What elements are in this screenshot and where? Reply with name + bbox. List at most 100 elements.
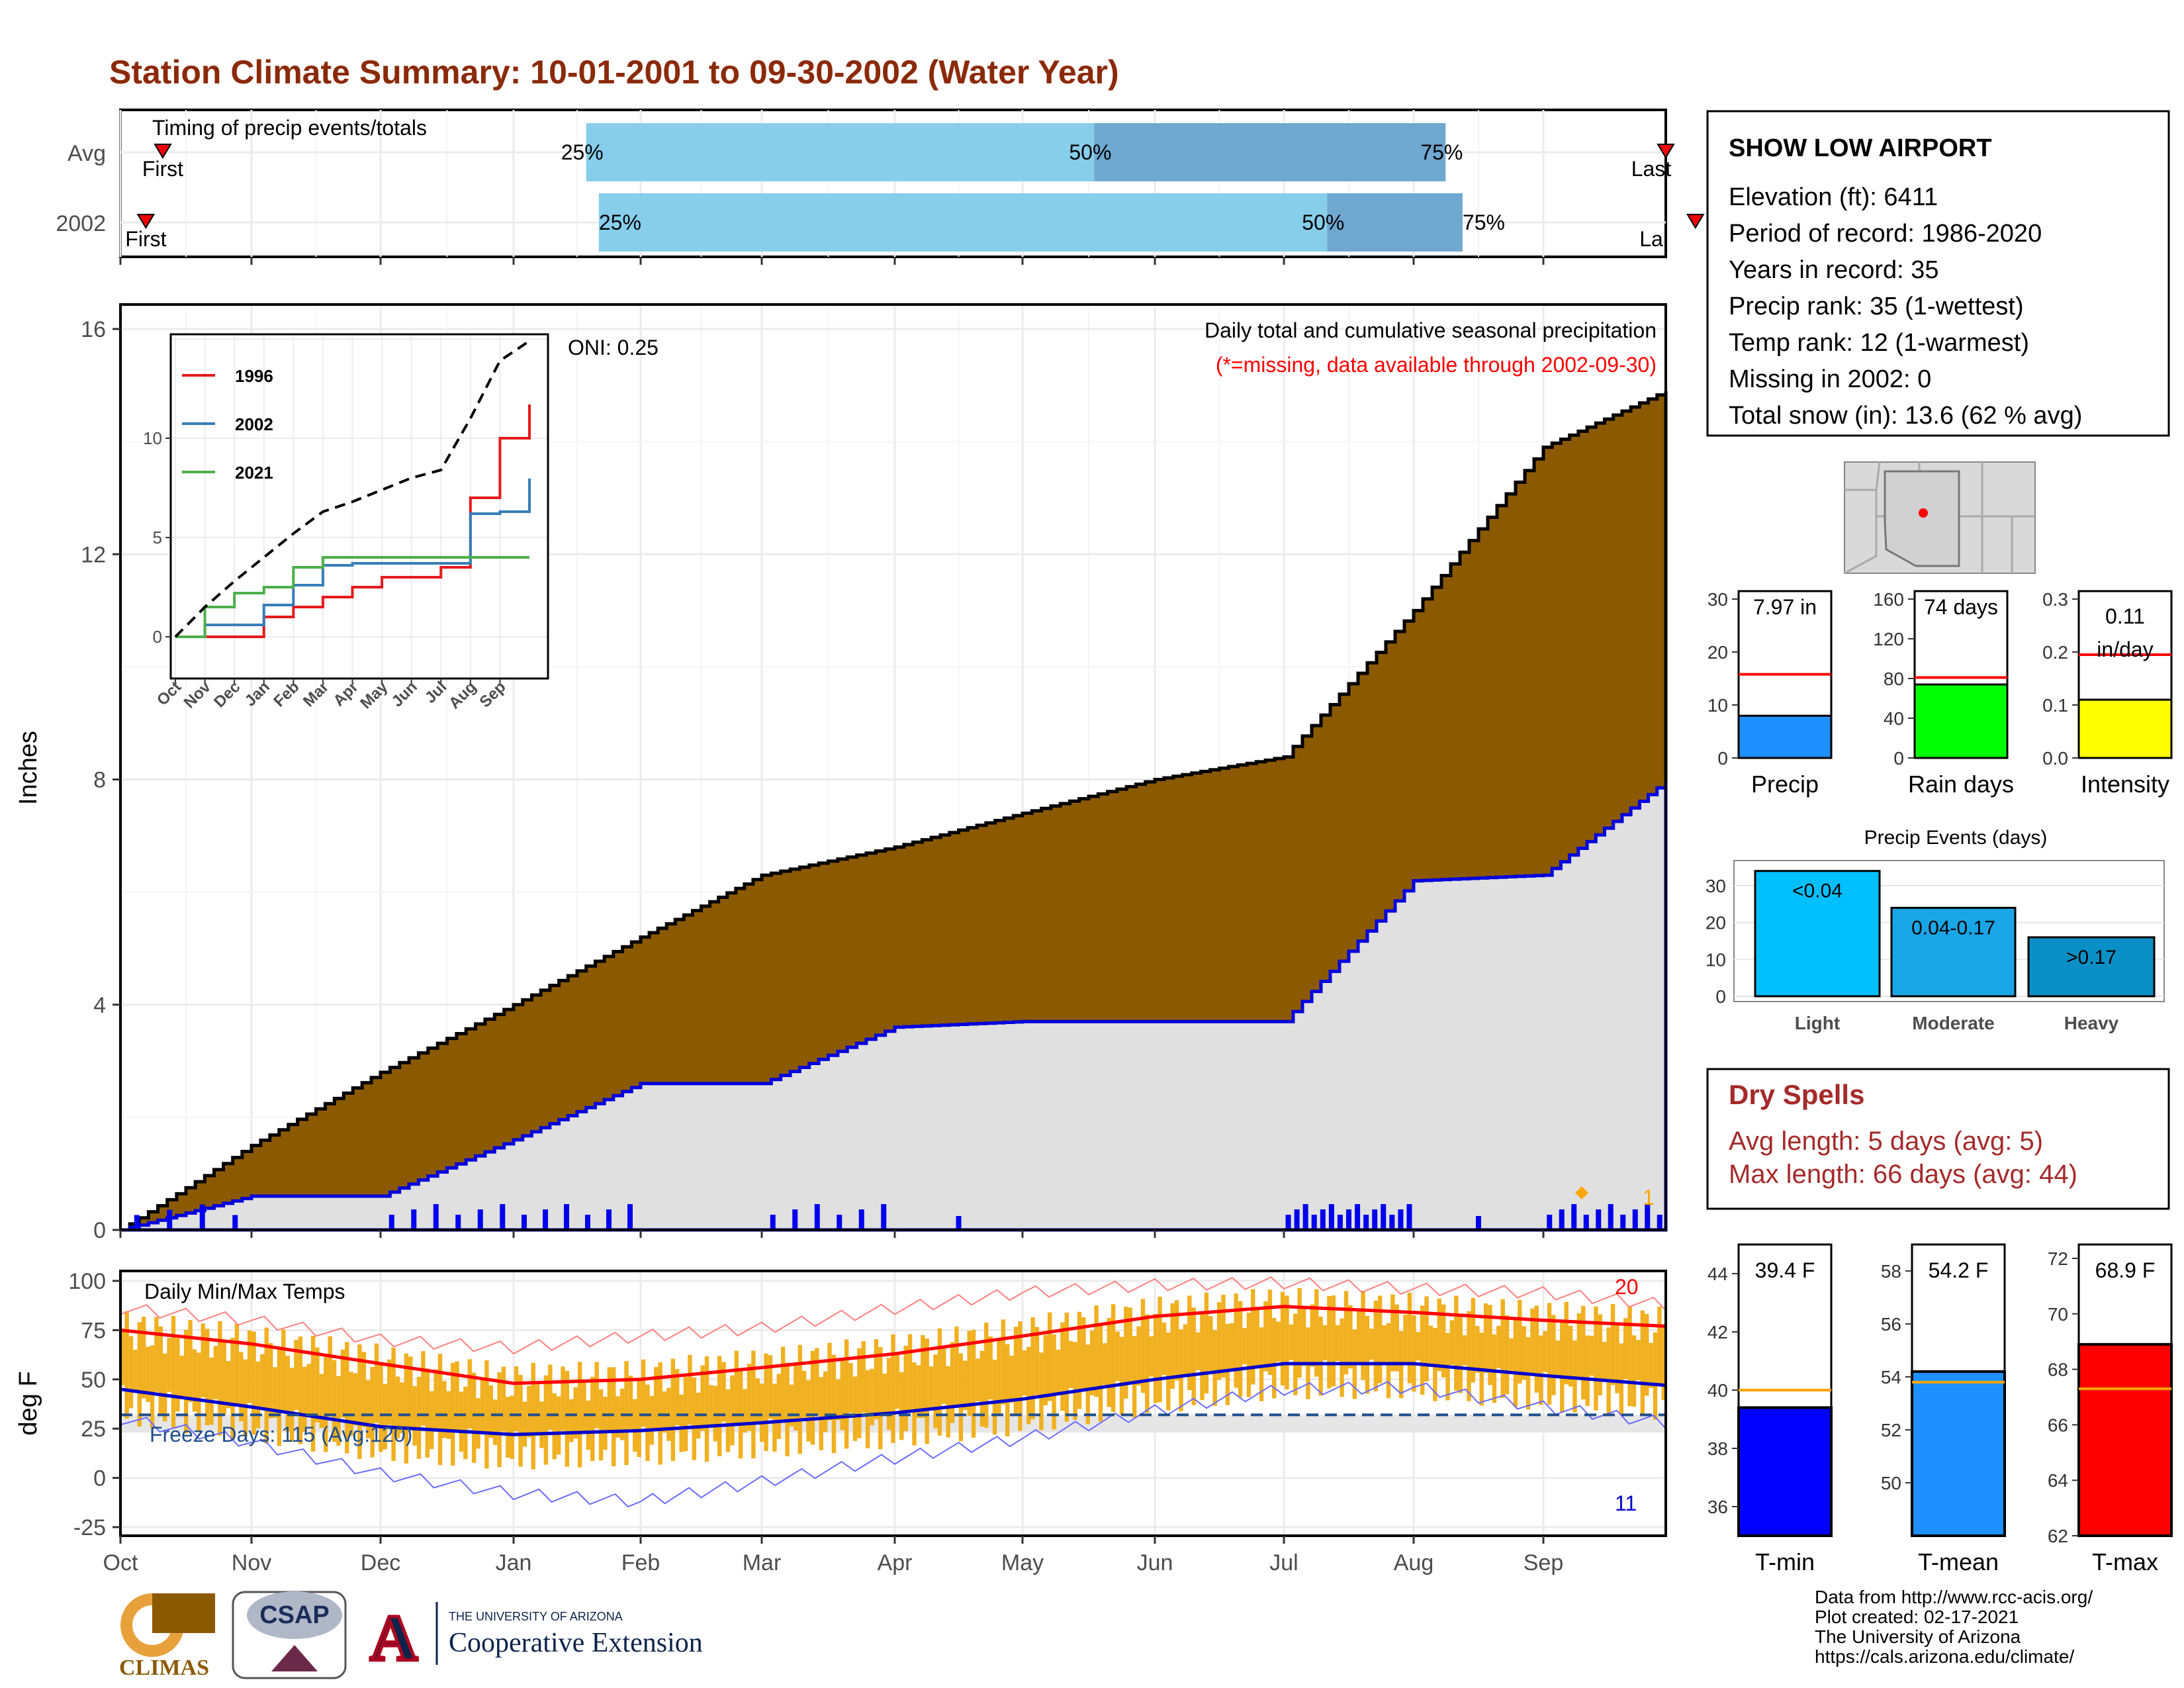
- events-ytick-label: 10: [1706, 949, 1726, 970]
- daily-temp-bar: [273, 1367, 277, 1418]
- daily-temp-bar: [1179, 1329, 1183, 1412]
- daily-temp-bar: [1416, 1332, 1420, 1361]
- daily-temp-bar: [670, 1358, 676, 1462]
- daily-temp-bar: [1657, 1306, 1662, 1387]
- daily-temp-bar: [391, 1347, 396, 1462]
- daily-temp-bar: [992, 1360, 997, 1434]
- daily-temp-bar: [1327, 1295, 1332, 1389]
- daily-precip-bar: [500, 1204, 506, 1230]
- daily-temp-bar: [717, 1356, 722, 1456]
- summary-bar: [1913, 683, 2009, 759]
- daily-temp-bar: [1267, 1289, 1273, 1375]
- temp-summary-ytick-label: 42: [1707, 1322, 1728, 1342]
- daily-temp-bar: [1293, 1313, 1298, 1395]
- daily-temp-bar: [704, 1356, 709, 1462]
- daily-temp-bar: [730, 1375, 735, 1446]
- daily-temp-bar: [471, 1372, 477, 1463]
- daily-temp-bar: [1242, 1328, 1247, 1364]
- daily-temp-bar: [1064, 1312, 1069, 1422]
- temp-ylabel: deg F: [15, 1371, 42, 1435]
- daily-precip-bar: [1294, 1209, 1300, 1230]
- temp-ytick-label: 75: [81, 1318, 106, 1343]
- daily-temp-bar: [467, 1359, 472, 1429]
- daily-temp-bar: [1255, 1309, 1259, 1367]
- daily-temp-bar: [1259, 1327, 1264, 1401]
- daily-precip-bar: [1346, 1209, 1351, 1230]
- temp-summary-bar: [1911, 1370, 2006, 1537]
- daily-temp-bar: [213, 1346, 218, 1399]
- daily-temp-bar: [641, 1359, 646, 1427]
- temp-lines: [120, 1276, 1666, 1508]
- daily-temp-bar: [823, 1371, 828, 1432]
- daily-temp-bar: [700, 1365, 705, 1431]
- daily-temp-bar: [831, 1354, 837, 1454]
- dry-max: Max length: 66 days (avg: 44): [1729, 1160, 2077, 1189]
- summary-ytick-label: 0.0: [2042, 748, 2068, 769]
- events-bar-text: >0.17: [2066, 947, 2116, 968]
- daily-temp-bar: [201, 1323, 205, 1397]
- daily-temp-bar: [1518, 1299, 1522, 1384]
- month-label: Jan: [496, 1550, 532, 1575]
- events-ytick-label: 30: [1706, 876, 1726, 896]
- daily-temp-bar: [433, 1369, 438, 1429]
- daily-precip-bar: [1389, 1215, 1395, 1230]
- daily-temp-bar: [1161, 1322, 1167, 1376]
- avg-max-line: [120, 1305, 1666, 1385]
- month-label: Jul: [1269, 1550, 1298, 1575]
- ua-big: Cooperative Extension: [449, 1628, 703, 1658]
- daily-precip-bar: [792, 1209, 798, 1230]
- daily-temp-bar: [1128, 1307, 1132, 1385]
- inset-ytick-label: 0: [153, 627, 162, 647]
- daily-temp-bar: [1276, 1321, 1281, 1362]
- summary-bar: [1737, 714, 1833, 759]
- summary-ytick-label: 120: [1873, 629, 1904, 649]
- summary-bar-label: Precip: [1751, 771, 1819, 798]
- inset-lines: [174, 340, 531, 638]
- daily-precip-bar: [1381, 1204, 1387, 1230]
- daily-temp-bar: [179, 1355, 184, 1399]
- daily-temp-bar: [1492, 1334, 1497, 1403]
- daily-temp-bar: [1018, 1321, 1023, 1431]
- daily-temp-bar: [891, 1334, 895, 1443]
- temp-summary-value: 39.4 F: [1755, 1258, 1815, 1282]
- daily-temp-bar: [1504, 1315, 1510, 1395]
- daily-temp-bar: [1627, 1306, 1632, 1407]
- timing-row-2002: 2002: [56, 211, 106, 236]
- summary-bar: [2077, 698, 2173, 759]
- daily-temp-bar: [1589, 1335, 1594, 1376]
- location-map: [1844, 461, 2036, 575]
- summary-ytick-label: 30: [1707, 589, 1728, 610]
- daily-temp-bar: [1623, 1318, 1628, 1380]
- daily-temp-bar: [1340, 1318, 1344, 1397]
- daily-temp-bar: [1195, 1332, 1201, 1370]
- daily-temp-bar: [565, 1370, 570, 1467]
- daily-temp-bar: [1449, 1320, 1455, 1365]
- daily-temp-bar: [1496, 1325, 1501, 1368]
- missing-note: (*=missing, data available through 2002-…: [1216, 353, 1657, 377]
- daily-temp-bar: [747, 1364, 752, 1431]
- daily-temp-bar: [1619, 1343, 1624, 1415]
- daily-temp-bar: [1103, 1343, 1107, 1385]
- timing-row-avg: Avg: [68, 141, 106, 166]
- daily-temp-bar: [374, 1343, 379, 1423]
- daily-temp-bar: [569, 1399, 574, 1442]
- summary-bar-value: 74 days: [1924, 595, 1998, 619]
- daily-temp-bar: [1483, 1303, 1488, 1373]
- temp-summary-ytick-label: 70: [2048, 1304, 2068, 1325]
- dry-title: Dry Spells: [1729, 1079, 1864, 1110]
- station-lines: Elevation (ft): 6411 Period of record: 19…: [1729, 183, 2082, 430]
- daily-temp-bar: [1530, 1308, 1535, 1376]
- daily-temp-bar: [1581, 1305, 1586, 1400]
- daily-temp-bar: [404, 1353, 409, 1464]
- daily-temp-bar: [1441, 1304, 1446, 1378]
- daily-precip-bar: [1398, 1209, 1404, 1230]
- daily-temp-bar: [1310, 1304, 1315, 1367]
- daily-temp-bar: [1318, 1316, 1323, 1396]
- daily-temp-bar: [492, 1399, 498, 1445]
- inset-legend-label: 1996: [235, 366, 273, 386]
- footer-line: https://cals.arizona.edu/climate/: [1815, 1646, 2074, 1667]
- footer-line: The University of Arizona: [1815, 1626, 2021, 1647]
- daily-temp-bar: [1094, 1305, 1099, 1397]
- daily-temp-bar: [416, 1377, 422, 1459]
- daily-temp-bar: [289, 1368, 295, 1442]
